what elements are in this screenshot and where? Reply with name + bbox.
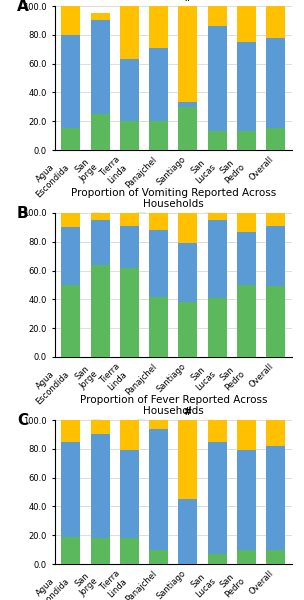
Bar — [178, 6, 197, 103]
Bar — [61, 420, 80, 442]
Bar — [120, 59, 139, 121]
Bar — [91, 420, 110, 434]
Bar — [266, 550, 285, 564]
Legend: never, sometimes, frequent: never, sometimes, frequent — [88, 416, 259, 433]
Bar — [149, 550, 168, 564]
Bar — [91, 20, 110, 114]
Bar — [178, 103, 197, 107]
Bar — [237, 232, 256, 285]
Bar — [149, 213, 168, 230]
Bar — [120, 226, 139, 268]
Bar — [149, 48, 168, 121]
Bar — [120, 121, 139, 150]
Bar — [237, 285, 256, 357]
Bar — [61, 6, 80, 35]
Bar — [208, 26, 227, 131]
Bar — [120, 213, 139, 226]
Bar — [120, 538, 139, 564]
Text: B: B — [17, 206, 28, 221]
Bar — [61, 442, 80, 536]
Bar — [61, 227, 80, 285]
Text: C: C — [17, 413, 28, 428]
Bar — [266, 446, 285, 550]
Bar — [91, 13, 110, 20]
Bar — [149, 296, 168, 357]
Bar — [266, 226, 285, 286]
Text: A: A — [17, 0, 29, 14]
Bar — [120, 268, 139, 357]
Bar — [237, 450, 256, 550]
Bar — [237, 550, 256, 564]
Bar — [91, 114, 110, 150]
Bar — [266, 286, 285, 357]
Bar — [61, 128, 80, 150]
Bar — [237, 42, 256, 131]
Title: Proportion of Fever Reported Across
Households: Proportion of Fever Reported Across Hous… — [80, 395, 267, 416]
Bar — [120, 420, 139, 450]
Bar — [266, 420, 285, 446]
Title: Proportion of Diarrhea Reported Across
Households: Proportion of Diarrhea Reported Across H… — [71, 0, 275, 2]
Bar — [178, 107, 197, 150]
Bar — [61, 213, 80, 227]
Bar — [61, 35, 80, 128]
Bar — [149, 428, 168, 550]
Text: #: # — [184, 407, 192, 417]
Bar — [208, 220, 227, 298]
Bar — [178, 213, 197, 243]
Bar — [266, 128, 285, 150]
Bar — [208, 442, 227, 554]
Title: Proportion of Vomiting Reported Across
Households: Proportion of Vomiting Reported Across H… — [71, 188, 276, 209]
Bar — [61, 536, 80, 564]
Bar — [178, 243, 197, 302]
Bar — [208, 420, 227, 442]
Bar — [91, 434, 110, 538]
Legend: never, sometimes, frequent: never, sometimes, frequent — [88, 209, 259, 226]
Bar — [266, 38, 285, 128]
Bar — [91, 538, 110, 564]
Bar — [149, 230, 168, 296]
Bar — [178, 420, 197, 499]
Bar — [237, 420, 256, 450]
Bar — [178, 302, 197, 357]
Bar — [208, 554, 227, 564]
Bar — [149, 420, 168, 428]
Bar — [237, 6, 256, 42]
Bar — [120, 6, 139, 59]
Text: *: * — [127, 0, 132, 3]
Bar — [91, 213, 110, 220]
Text: #: # — [184, 0, 192, 3]
Bar — [237, 131, 256, 150]
Bar — [237, 213, 256, 232]
Bar — [178, 499, 197, 564]
Bar — [91, 220, 110, 265]
Bar — [266, 213, 285, 226]
Bar — [91, 265, 110, 357]
Bar — [266, 6, 285, 38]
Bar — [149, 121, 168, 150]
Bar — [208, 131, 227, 150]
Bar — [208, 6, 227, 26]
Bar — [61, 285, 80, 357]
Bar — [120, 450, 139, 538]
Bar — [208, 298, 227, 357]
Bar — [149, 6, 168, 48]
Bar — [208, 213, 227, 220]
